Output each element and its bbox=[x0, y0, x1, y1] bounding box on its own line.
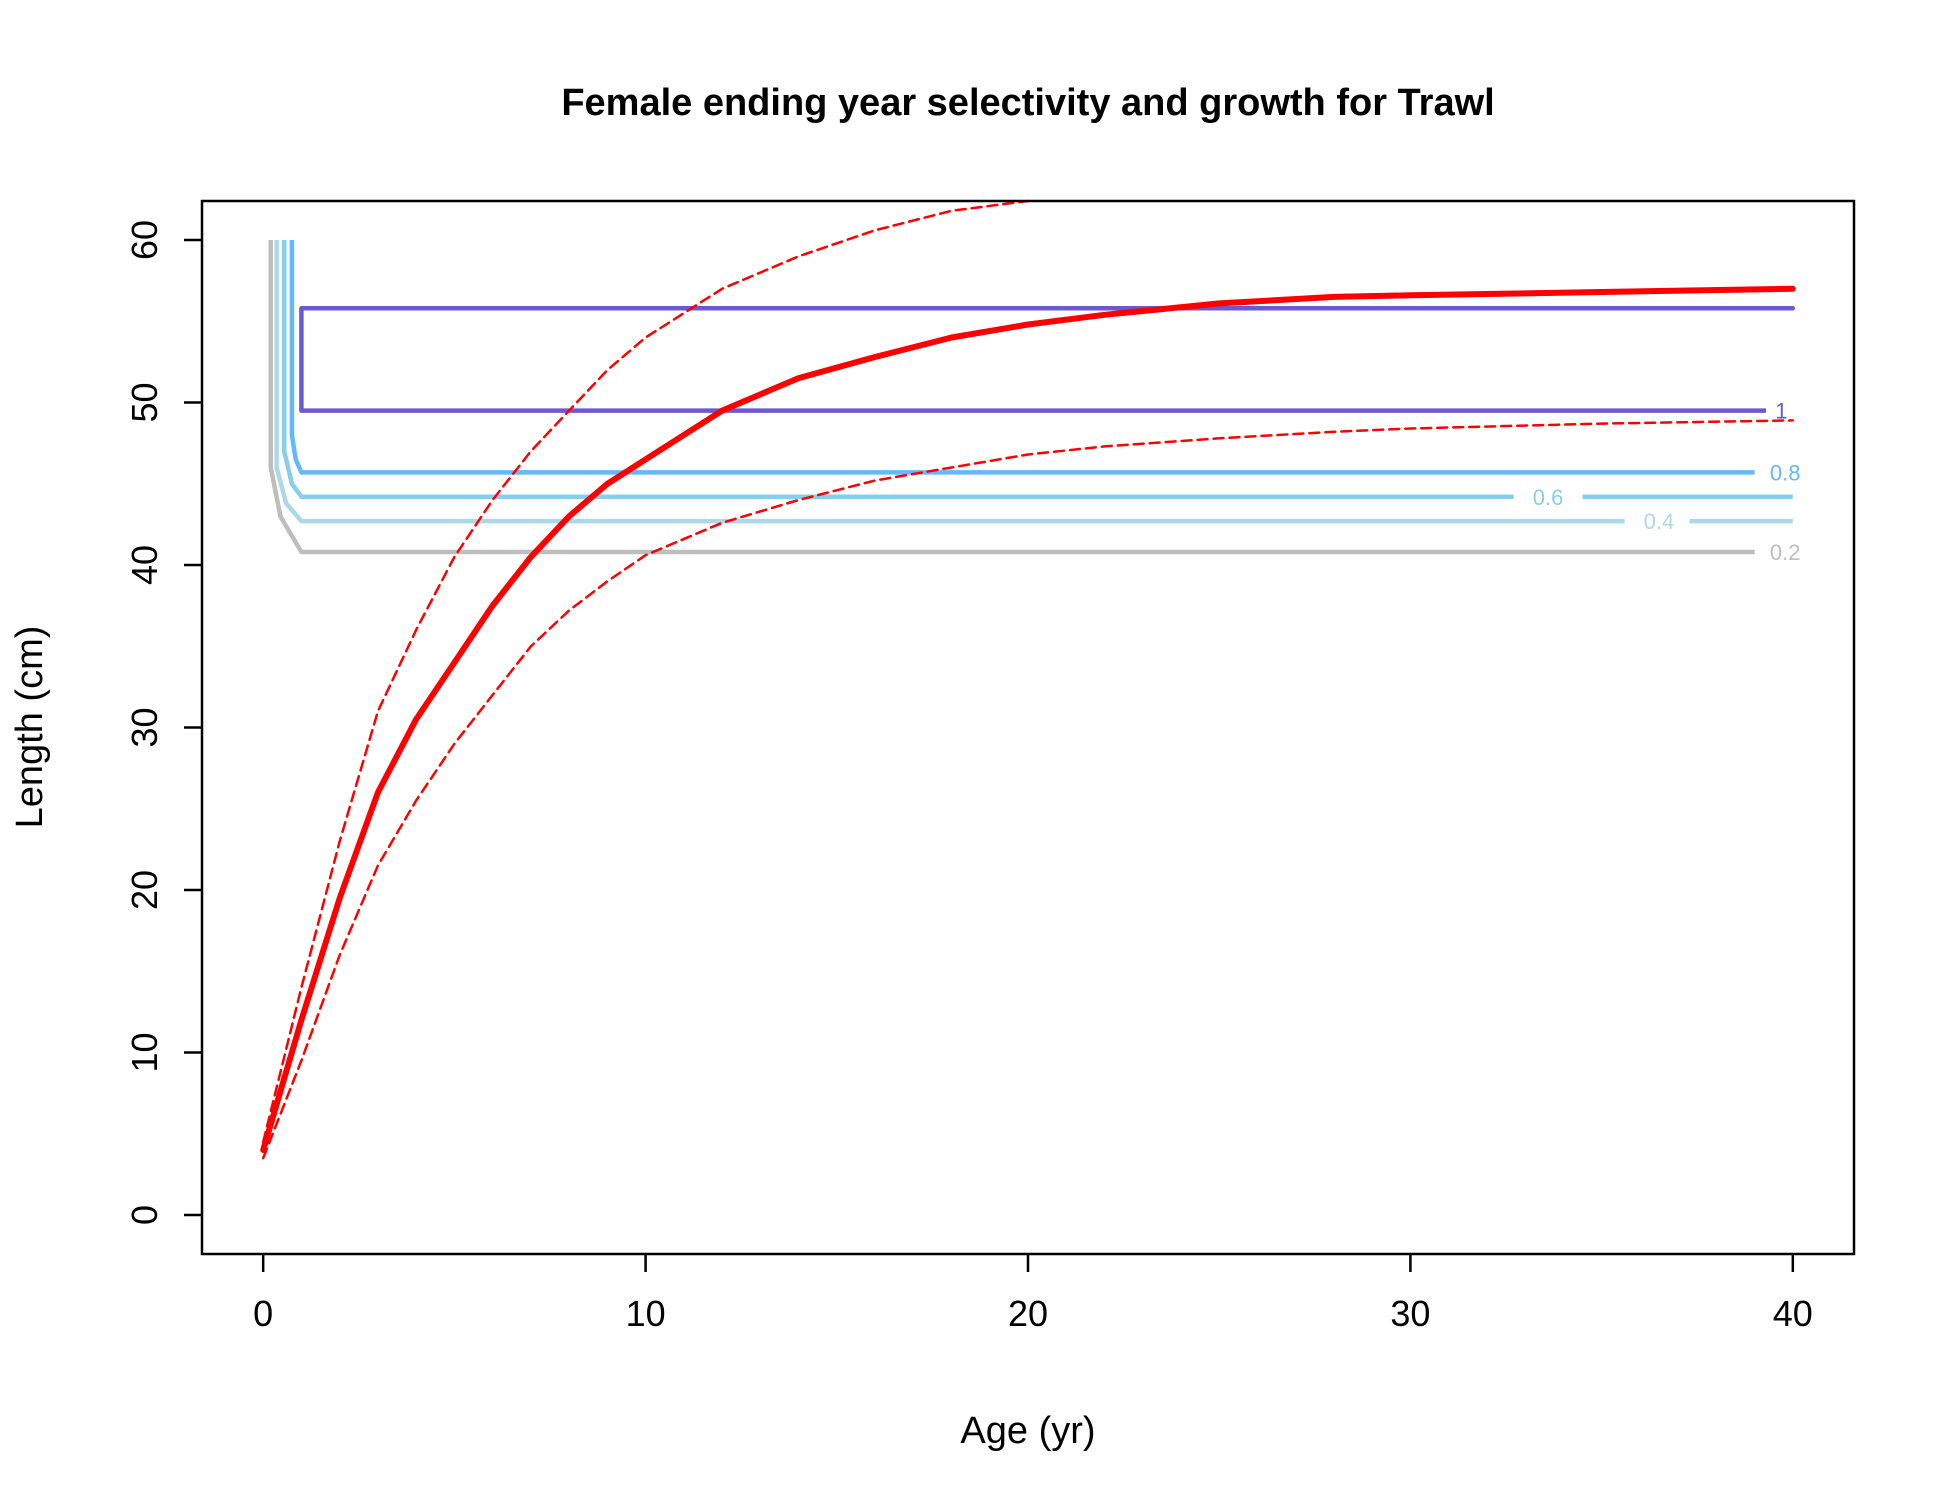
series-line-growth-upper bbox=[261, 199, 1030, 1144]
x-axis-label: Age (yr) bbox=[960, 1410, 1095, 1452]
contour-line bbox=[299, 306, 1796, 413]
x-tick-label: 30 bbox=[1390, 1293, 1430, 1334]
y-tick-label: 10 bbox=[124, 1032, 165, 1072]
contour-label: 0.8 bbox=[1770, 460, 1801, 485]
x-tick-label: 10 bbox=[626, 1293, 666, 1334]
series-line-growth-mean bbox=[260, 285, 1796, 1153]
contour-line bbox=[268, 240, 1755, 555]
contour-label: 1 bbox=[1775, 399, 1787, 424]
y-tick-label: 0 bbox=[124, 1205, 165, 1225]
selectivity-contours: 1 0.8 0.6 0.4 0.2 bbox=[268, 240, 1801, 565]
series-line-growth-lower bbox=[261, 419, 1795, 1160]
y-tick-label: 30 bbox=[124, 707, 165, 747]
x-tick-label: 40 bbox=[1773, 1293, 1813, 1334]
contour-label: 0.4 bbox=[1644, 509, 1675, 534]
contour-line bbox=[289, 240, 1755, 475]
y-tick-label: 50 bbox=[124, 382, 165, 422]
chart-title: Female ending year selectivity and growt… bbox=[561, 82, 1494, 124]
contour-label: 0.2 bbox=[1770, 540, 1801, 565]
axes: 0 10 20 30 40 0 10 20 30 40 50 60 bbox=[124, 220, 1813, 1334]
growth-curves bbox=[260, 199, 1796, 1160]
x-tick-label: 0 bbox=[253, 1293, 273, 1334]
y-tick-label: 60 bbox=[124, 220, 165, 260]
y-axis-label: Length (cm) bbox=[9, 626, 51, 829]
plot-frame bbox=[200, 199, 1856, 1256]
x-tick-label: 20 bbox=[1008, 1293, 1048, 1334]
contour-line bbox=[281, 240, 1514, 499]
y-tick-label: 20 bbox=[124, 870, 165, 910]
y-tick-label: 40 bbox=[124, 545, 165, 585]
contour-label: 0.6 bbox=[1533, 485, 1564, 510]
contour-line bbox=[274, 240, 1625, 524]
